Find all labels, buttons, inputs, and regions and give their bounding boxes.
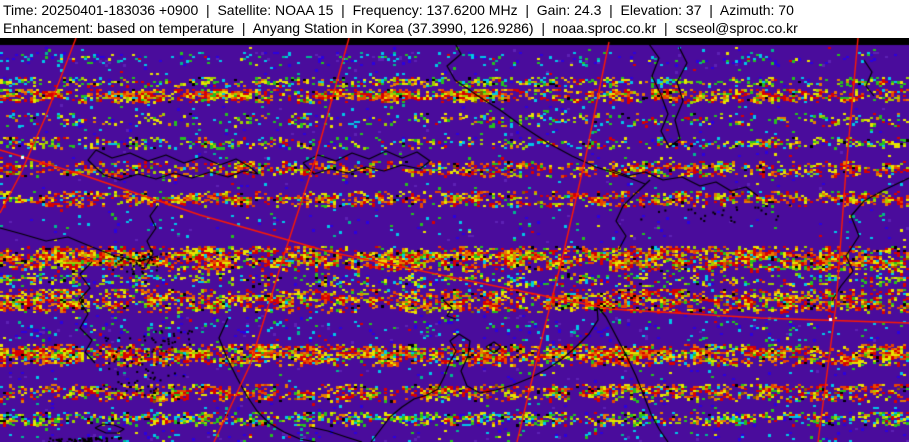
capture-info-line2: Enhancement: based on temperature | Anya… — [3, 20, 798, 36]
satellite-image-canvas — [0, 38, 909, 442]
capture-info-header: Time: 20250401-183036 +0900 | Satellite:… — [0, 0, 909, 38]
capture-info-line1: Time: 20250401-183036 +0900 | Satellite:… — [3, 2, 794, 18]
